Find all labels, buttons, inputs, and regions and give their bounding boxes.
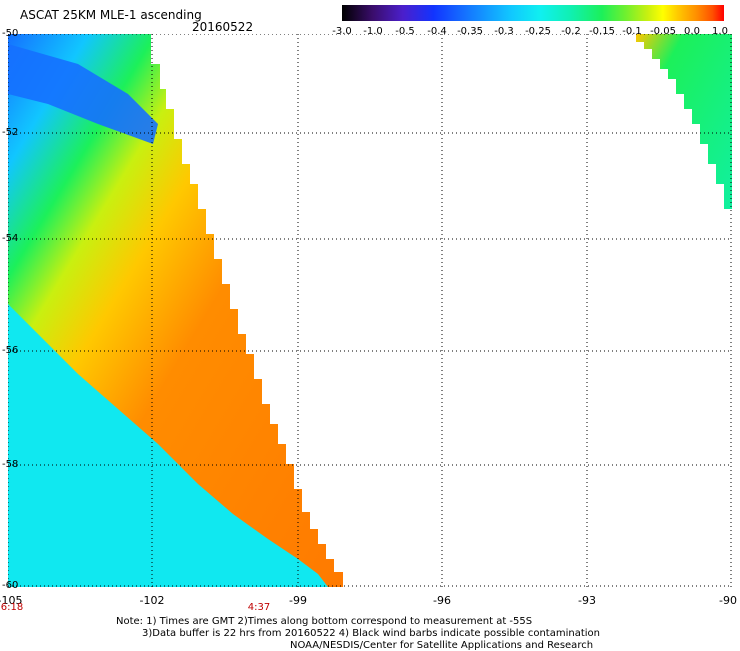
lat-label: -58 <box>2 459 19 470</box>
colorbar-label: -0.35 <box>457 26 483 37</box>
colorbar-label: -1.0 <box>363 26 383 37</box>
map-date: 20160522 <box>192 20 254 34</box>
lat-label: -50 <box>2 28 19 39</box>
lat-label: -54 <box>2 233 19 244</box>
swath-east <box>636 34 732 209</box>
lat-label: -52 <box>2 127 19 138</box>
lon-label: -102 <box>139 594 165 607</box>
time-label: 4:37 <box>247 602 271 613</box>
colorbar-label: -0.25 <box>525 26 551 37</box>
colorbar-label: -0.5 <box>395 26 415 37</box>
swath-west-cyan <box>8 304 328 587</box>
colorbar-label: -0.2 <box>561 26 581 37</box>
colorbar-label: -0.4 <box>427 26 447 37</box>
note-line-1: Note: 1) Times are GMT 2)Times along bot… <box>116 616 533 627</box>
lon-label: -93 <box>578 594 596 607</box>
wind-field-map <box>8 34 732 587</box>
colorbar-label: -0.1 <box>622 26 642 37</box>
time-label: 6:18 <box>0 602 24 613</box>
colorbar-label: 1.0 <box>712 26 728 37</box>
grid <box>8 34 732 587</box>
colorbar-label: -3.0 <box>332 26 352 37</box>
lon-label: -90 <box>719 594 737 607</box>
lon-label: -96 <box>433 594 451 607</box>
colorbar-label: -0.3 <box>494 26 514 37</box>
colorbar-label: -0.15 <box>589 26 615 37</box>
lon-label: -99 <box>289 594 307 607</box>
colorbar-label: -0.05 <box>650 26 676 37</box>
swath-west-blue <box>8 44 158 144</box>
colorbar <box>342 5 724 21</box>
lat-label: -56 <box>2 345 19 356</box>
colorbar-label: 0.0 <box>684 26 700 37</box>
note-line-3: NOAA/NESDIS/Center for Satellite Applica… <box>290 640 594 651</box>
lon-label: -105 <box>0 594 23 607</box>
note-line-2: 3)Data buffer is 22 hrs from 20160522 4)… <box>142 628 600 639</box>
map-title: ASCAT 25KM MLE-1 ascending <box>20 8 202 22</box>
lat-label: -60 <box>2 580 19 591</box>
